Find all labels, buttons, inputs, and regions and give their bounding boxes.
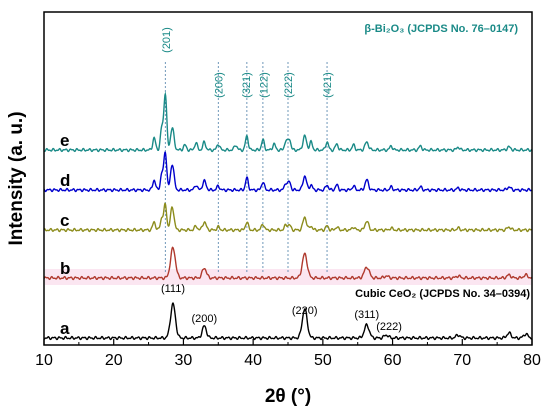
series-line-b	[43, 246, 533, 281]
series-line-e	[43, 91, 533, 153]
series-label-c: c	[60, 211, 69, 230]
series-label-d: d	[60, 171, 70, 190]
series-labels: a b c d e	[60, 131, 70, 338]
bi2o3-peak-label-4: (222)	[283, 72, 295, 98]
series-label-b: b	[60, 259, 70, 278]
x-tick-label-70: 70	[453, 352, 471, 369]
x-tick-label-60: 60	[384, 352, 402, 369]
ceo2-peak-label-0: (111)	[161, 283, 185, 295]
x-tick-label-10: 10	[35, 352, 53, 369]
x-axis-title: 2θ (°)	[265, 386, 311, 407]
series-label-a: a	[60, 319, 70, 338]
bi2o3-peak-label-2: (321)	[241, 72, 253, 98]
x-axis-ticks: 10 20 30 40 50 60 70 80	[35, 339, 541, 369]
bi2o3-reference-title: β-Bi₂O₃ (JCPDS No. 76–0147)	[364, 23, 518, 35]
x-tick-label-30: 30	[175, 352, 193, 369]
highlight-band-b	[45, 269, 531, 285]
x-tick-label-50: 50	[314, 352, 332, 369]
ceo2-peak-label-3: (311)	[354, 309, 379, 321]
ceo2-peak-label-2: (220)	[292, 305, 318, 317]
series-line-d	[43, 151, 533, 193]
x-tick-label-40: 40	[244, 352, 262, 369]
bi2o3-peak-label-3: (122)	[259, 72, 271, 98]
x-tick-label-80: 80	[523, 352, 541, 369]
y-axis-title: Intensity (a. u.)	[6, 111, 27, 245]
bi2o3-peak-label-0: (201)	[161, 27, 173, 53]
highlight-band	[45, 269, 531, 285]
ceo2-peak-label-1: (200)	[191, 313, 217, 325]
series-line-c	[43, 202, 533, 233]
peak-labels: (201) (200) (321) (122) (222) (421) (111) (200)…	[161, 27, 402, 333]
bi2o3-peak-label-5: (421)	[322, 72, 334, 98]
reference-lines	[164, 62, 328, 272]
series-line-a	[43, 302, 533, 341]
ceo2-peak-label-4: (222)	[376, 321, 402, 333]
x-tick-label-20: 20	[105, 352, 123, 369]
series-label-e: e	[60, 131, 69, 150]
series-group	[43, 91, 533, 341]
ceo2-reference-title: Cubic CeO₂ (JCPDS No. 34–0394)	[355, 288, 530, 300]
bi2o3-peak-label-1: (200)	[213, 72, 225, 98]
